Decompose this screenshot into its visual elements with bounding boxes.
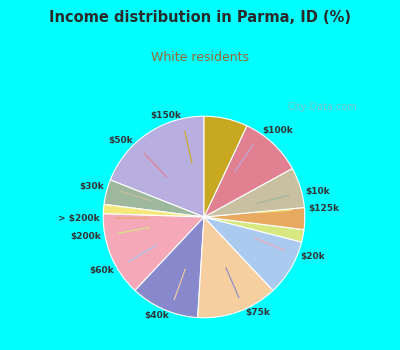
Text: $30k: $30k (80, 182, 104, 191)
Text: Income distribution in Parma, ID (%): Income distribution in Parma, ID (%) (49, 10, 351, 26)
Wedge shape (204, 168, 304, 217)
Wedge shape (204, 217, 304, 242)
Text: City-Data.com: City-Data.com (288, 103, 358, 112)
Wedge shape (204, 217, 302, 290)
Wedge shape (103, 204, 204, 217)
Text: $10k: $10k (305, 187, 330, 196)
Wedge shape (198, 217, 273, 318)
Wedge shape (103, 214, 204, 290)
Text: White residents: White residents (151, 51, 249, 64)
Text: $200k: $200k (71, 232, 102, 241)
Text: $75k: $75k (246, 308, 270, 317)
Text: $60k: $60k (90, 266, 114, 275)
Text: > $200k: > $200k (58, 214, 100, 223)
Text: $20k: $20k (300, 252, 325, 261)
Text: $40k: $40k (144, 311, 169, 320)
Wedge shape (204, 126, 292, 217)
Text: $50k: $50k (108, 136, 132, 146)
Text: $150k: $150k (150, 111, 181, 120)
Wedge shape (110, 116, 204, 217)
Text: $125k: $125k (308, 204, 339, 213)
Text: $100k: $100k (263, 126, 293, 135)
Wedge shape (135, 217, 204, 317)
Wedge shape (204, 116, 247, 217)
Wedge shape (204, 208, 305, 230)
Wedge shape (104, 180, 204, 217)
